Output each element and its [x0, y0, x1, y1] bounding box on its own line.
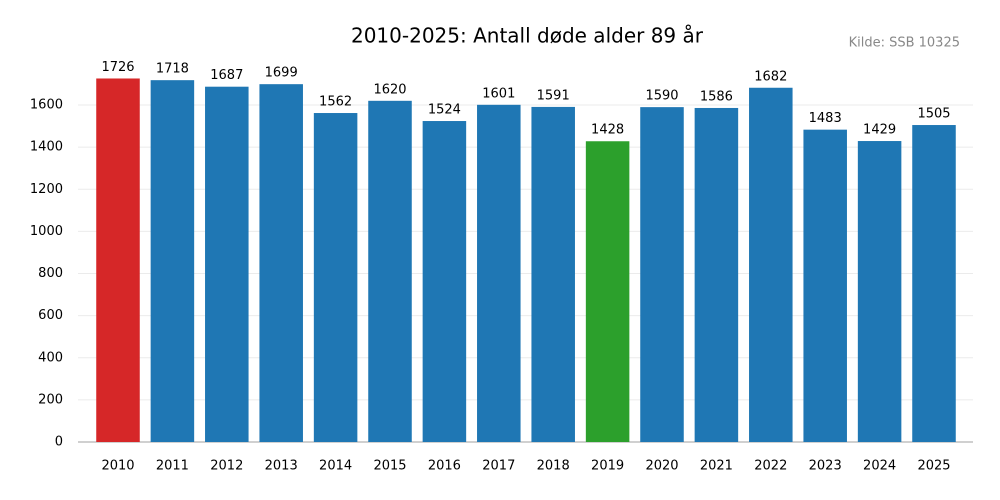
value-label: 1718 [156, 62, 189, 77]
x-tick-label: 2012 [210, 459, 243, 474]
bar [422, 121, 467, 443]
value-label: 1562 [319, 95, 352, 110]
x-tick-label: 2010 [101, 459, 134, 474]
x-tick-label: 2018 [537, 459, 570, 474]
x-tick-label: 2017 [482, 459, 515, 474]
y-tick-label: 1600 [30, 98, 63, 113]
value-label: 1620 [373, 82, 406, 97]
chart-title: 2010-2025: Antall døde alder 89 år [351, 24, 704, 48]
x-tick-label: 2025 [917, 459, 950, 474]
x-tick-label: 2014 [319, 459, 352, 474]
value-label: 1590 [645, 89, 678, 104]
bar [96, 78, 140, 442]
x-tick-label: 2023 [809, 459, 842, 474]
bar [205, 86, 249, 442]
value-label: 1687 [210, 68, 243, 83]
value-label: 1682 [754, 69, 787, 84]
x-tick-label: 2011 [156, 459, 189, 474]
y-tick-label: 0 [55, 435, 63, 450]
value-label: 1726 [101, 60, 134, 75]
bar [857, 141, 902, 442]
value-label: 1699 [265, 66, 298, 81]
bar [531, 106, 575, 442]
value-label: 1483 [809, 111, 842, 126]
y-tick-label: 800 [38, 266, 63, 281]
y-tick-label: 600 [38, 308, 63, 323]
y-tick-label: 400 [38, 350, 63, 365]
bar [368, 100, 412, 442]
y-tick-label: 1000 [30, 224, 63, 239]
x-tick-label: 2013 [265, 459, 298, 474]
value-label: 1524 [428, 103, 461, 118]
bar [912, 125, 956, 443]
value-label: 1591 [537, 88, 570, 103]
x-tick-label: 2020 [645, 459, 678, 474]
x-tick-label: 2015 [373, 459, 406, 474]
value-label: 1505 [917, 107, 950, 122]
value-label: 1601 [482, 86, 515, 101]
x-tick-label: 2019 [591, 459, 624, 474]
y-tick-label: 200 [38, 392, 63, 407]
bar [640, 107, 684, 443]
bar [694, 107, 739, 443]
bar [150, 80, 195, 443]
value-label: 1428 [591, 123, 624, 138]
x-tick-label: 2022 [754, 459, 787, 474]
bar [313, 113, 358, 442]
bar [749, 87, 793, 443]
value-label: 1586 [700, 89, 733, 104]
bar [259, 84, 303, 442]
value-label: 1429 [863, 123, 896, 138]
source-note: Kilde: SSB 10325 [849, 36, 960, 51]
x-tick-label: 2021 [700, 459, 733, 474]
y-tick-label: 1200 [30, 182, 63, 197]
x-tick-label: 2016 [428, 459, 461, 474]
bar [803, 129, 847, 442]
bar [477, 104, 521, 442]
x-tick-label: 2024 [863, 459, 896, 474]
bar [585, 141, 630, 443]
y-tick-label: 1400 [30, 140, 63, 155]
